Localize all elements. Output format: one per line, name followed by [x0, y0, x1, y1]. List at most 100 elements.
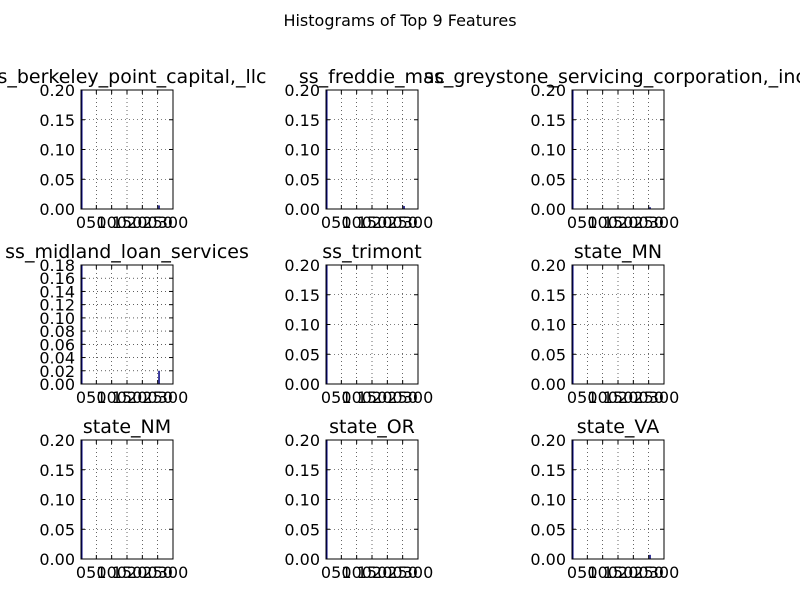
x-tick-label: 50: [577, 213, 597, 232]
x-tick-label: 150: [112, 213, 143, 232]
x-tick-label: 150: [357, 563, 388, 582]
x-tick-label: 50: [331, 563, 351, 582]
y-tick-label: 0.05: [530, 345, 566, 364]
x-tick-label: 150: [357, 388, 388, 407]
y-tick-label: 0.18: [39, 256, 75, 275]
x-tick-label: 200: [372, 388, 403, 407]
y-tick-label: 0.10: [284, 491, 320, 510]
x-tick-label: 50: [86, 388, 106, 407]
x-tick-label: 200: [372, 213, 403, 232]
y-tick-label: 0.10: [39, 141, 75, 160]
x-tick-label: 0: [567, 388, 577, 407]
plot-area: [325, 89, 419, 210]
subplot-title: ss_greystone_servicing_corporation,_inc.: [424, 66, 800, 88]
plot-area: [80, 89, 174, 210]
x-tick-label: 150: [603, 563, 634, 582]
x-tick-label: 100: [587, 563, 618, 582]
x-tick-label: 150: [112, 388, 143, 407]
subplot-title: ss_trimont: [322, 241, 421, 263]
x-tick-label: 250: [387, 563, 418, 582]
x-tick-label: 250: [142, 563, 173, 582]
histogram-bar: [158, 370, 160, 384]
plot-area: [571, 89, 665, 210]
y-tick-label: 0.16: [39, 269, 75, 288]
y-tick-label: 0.05: [284, 345, 320, 364]
x-tick-label: 250: [633, 213, 664, 232]
x-tick-label: 0: [76, 563, 86, 582]
y-tick-label: 0.20: [530, 81, 566, 100]
y-tick-label: 0.20: [39, 431, 75, 450]
x-tick-label: 200: [618, 563, 649, 582]
x-tick-label: 50: [577, 563, 597, 582]
histogram-bar: [649, 554, 651, 559]
x-tick-label: 0: [567, 563, 577, 582]
plot-area: [325, 264, 419, 385]
y-tick-label: 0.00: [284, 550, 320, 569]
y-tick-label: 0.15: [284, 286, 320, 305]
histogram-bar: [158, 205, 160, 209]
x-tick-label: 50: [331, 388, 351, 407]
x-tick-label: 50: [86, 213, 106, 232]
x-tick-label: 300: [403, 388, 434, 407]
y-tick-label: 0.05: [530, 520, 566, 539]
y-tick-label: 0.00: [39, 375, 75, 394]
y-tick-label: 0.20: [39, 81, 75, 100]
y-tick-label: 0.20: [530, 431, 566, 450]
histogram-bar: [81, 265, 83, 384]
subplot-title: ss_midland_loan_services: [5, 241, 249, 263]
y-tick-label: 0.15: [39, 111, 75, 130]
y-tick-label: 0.15: [284, 111, 320, 130]
y-tick-label: 0.15: [39, 461, 75, 480]
y-tick-label: 0.00: [284, 375, 320, 394]
subplot-title: state_NM: [83, 416, 171, 438]
x-tick-label: 100: [96, 388, 127, 407]
x-tick-label: 250: [387, 213, 418, 232]
plot-area: [571, 264, 665, 385]
x-tick-label: 300: [158, 563, 189, 582]
y-tick-label: 0.15: [530, 286, 566, 305]
x-tick-label: 300: [403, 563, 434, 582]
subplot-title: state_OR: [329, 416, 415, 438]
y-tick-label: 0.15: [284, 461, 320, 480]
plot-area: [80, 264, 174, 385]
x-tick-label: 300: [649, 388, 680, 407]
x-tick-label: 250: [142, 388, 173, 407]
y-tick-label: 0.10: [530, 316, 566, 335]
x-tick-label: 200: [618, 213, 649, 232]
histogram-bar: [403, 206, 405, 209]
x-tick-label: 0: [76, 213, 86, 232]
x-tick-label: 150: [112, 563, 143, 582]
x-tick-label: 0: [321, 563, 331, 582]
y-tick-label: 0.20: [284, 81, 320, 100]
y-tick-label: 0.20: [530, 256, 566, 275]
x-tick-label: 200: [127, 388, 158, 407]
histogram-bar: [649, 207, 651, 209]
x-tick-label: 200: [372, 563, 403, 582]
subplot-title: state_MN: [574, 241, 662, 263]
subplot: 0 501001502002503000.000.020.040.060.080.…: [5, 241, 249, 407]
y-tick-label: 0.05: [530, 170, 566, 189]
x-tick-label: 0: [321, 213, 331, 232]
x-tick-label: 300: [158, 213, 189, 232]
x-tick-label: 300: [649, 563, 680, 582]
x-tick-label: 50: [331, 213, 351, 232]
y-tick-label: 0.00: [530, 550, 566, 569]
y-tick-label: 0.15: [530, 461, 566, 480]
x-tick-label: 100: [96, 213, 127, 232]
plot-area: [325, 439, 419, 560]
x-tick-label: 0: [321, 388, 331, 407]
y-tick-label: 0.20: [284, 256, 320, 275]
x-tick-label: 150: [603, 213, 634, 232]
y-tick-label: 0.00: [39, 550, 75, 569]
y-tick-label: 0.15: [530, 111, 566, 130]
plot-area: [571, 439, 665, 560]
y-tick-label: 0.00: [39, 200, 75, 219]
